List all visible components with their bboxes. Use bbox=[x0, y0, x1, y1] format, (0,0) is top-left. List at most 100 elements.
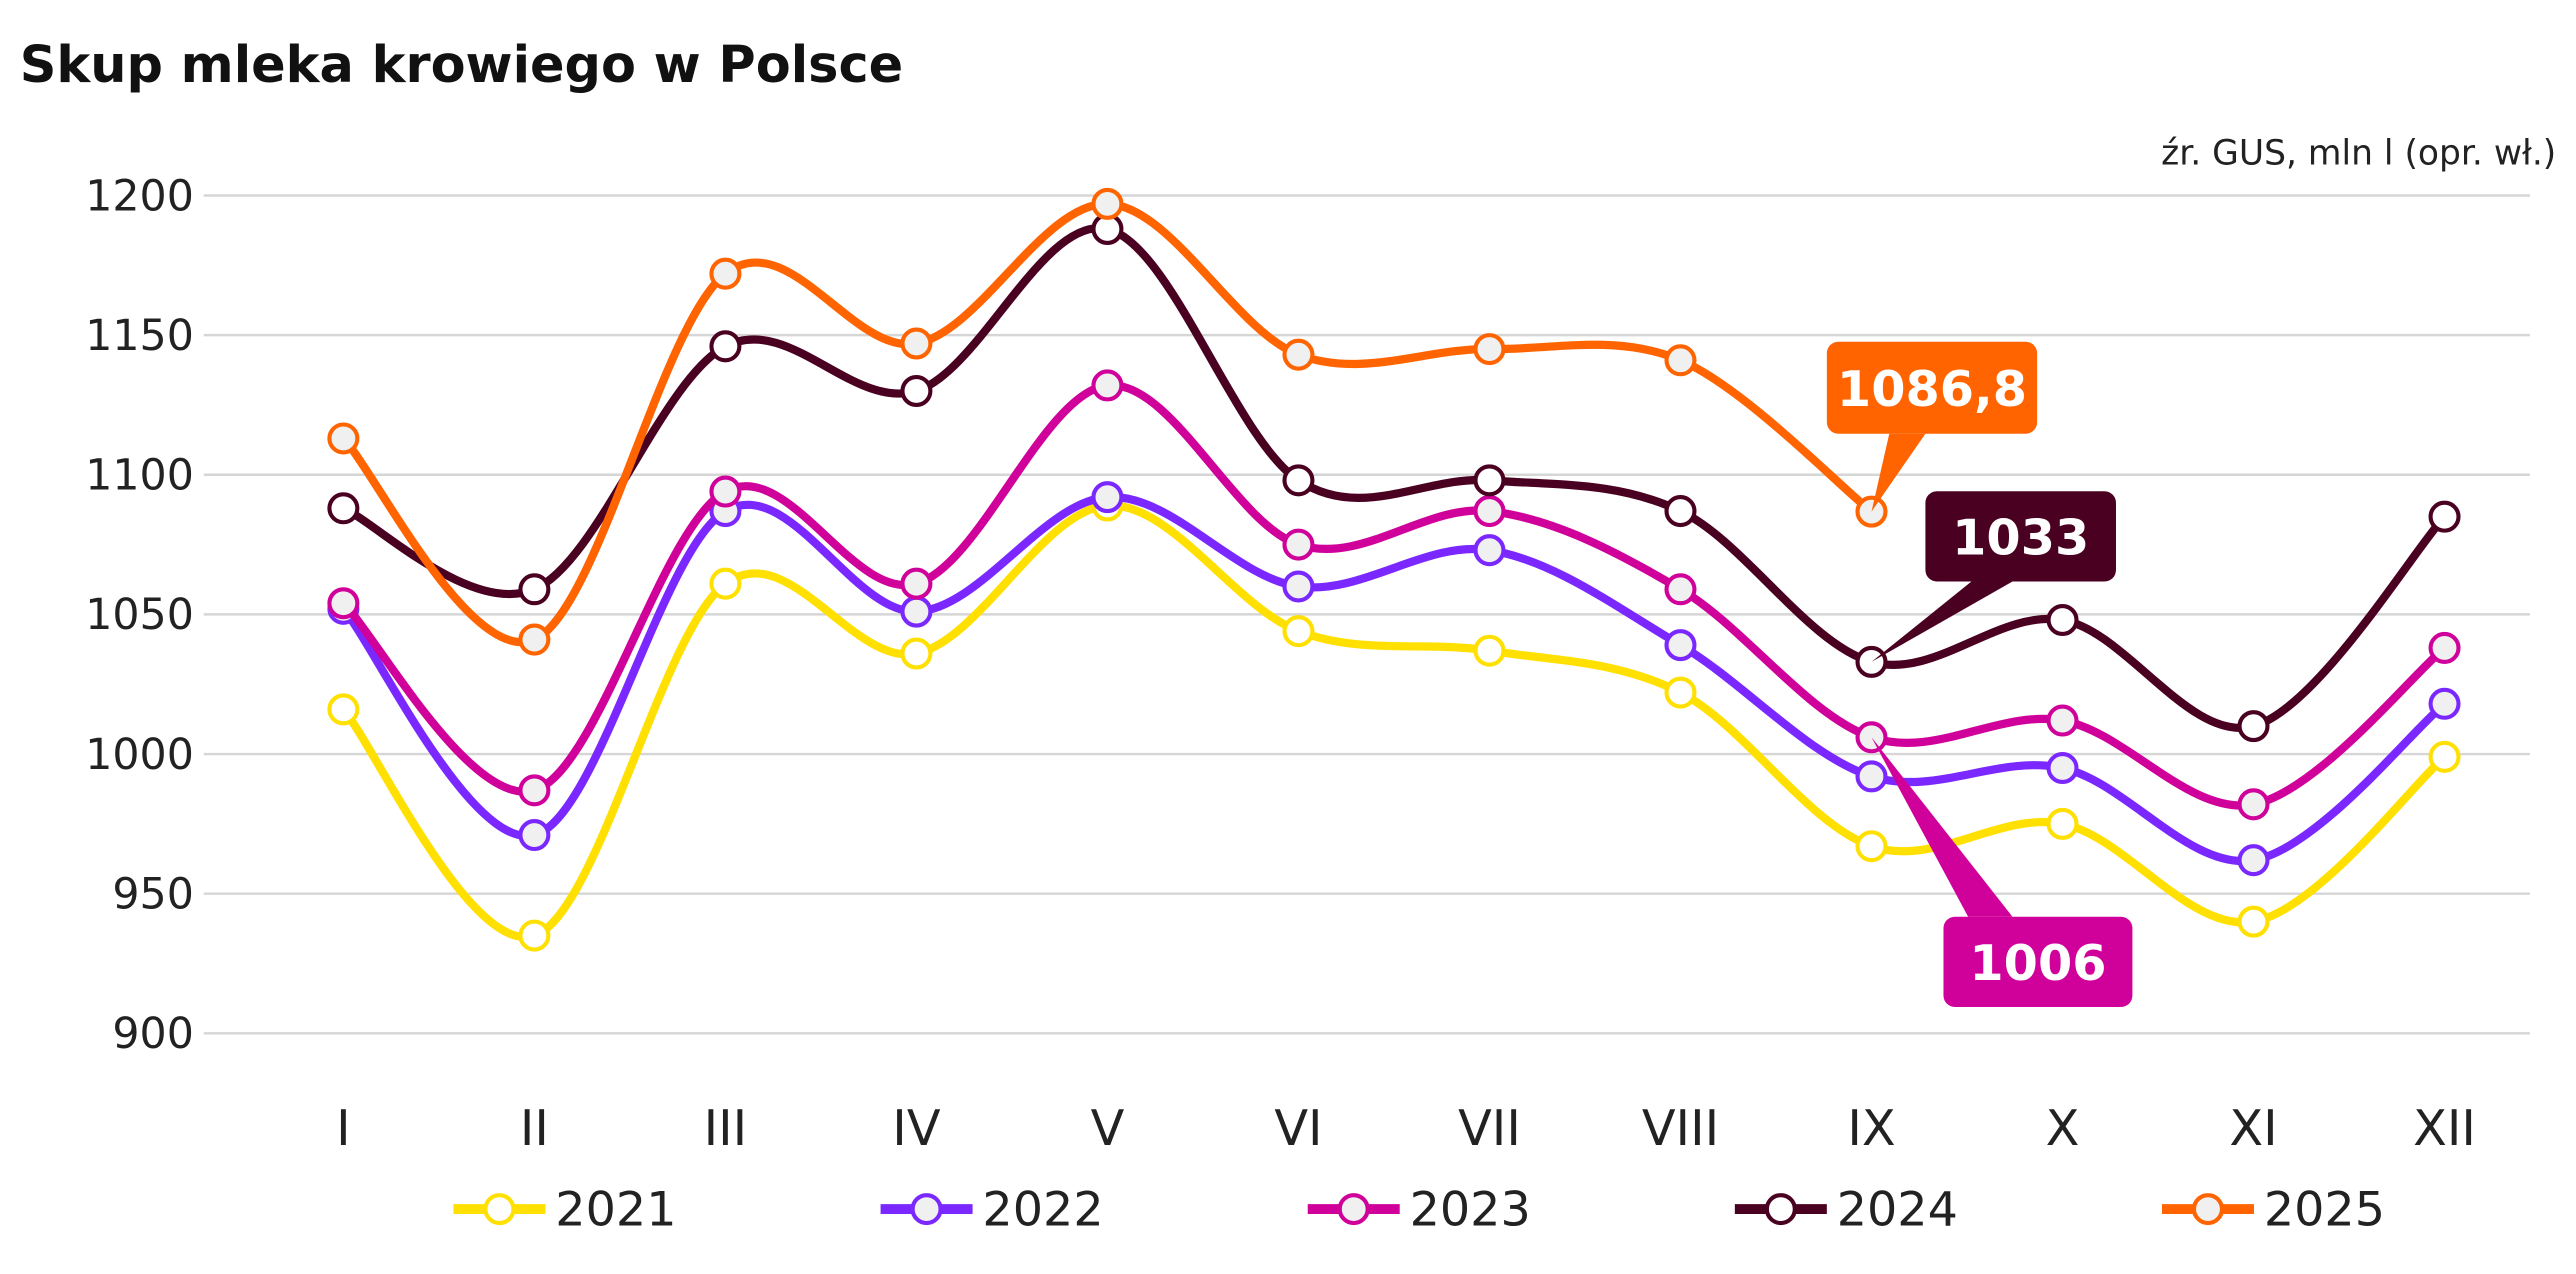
data-point bbox=[327, 587, 360, 620]
data-point bbox=[327, 693, 360, 726]
legend-marker bbox=[1337, 1193, 1370, 1226]
data-point bbox=[1855, 645, 1888, 678]
data-point bbox=[2237, 788, 2270, 821]
y-tick-label: 950 bbox=[112, 869, 194, 919]
legend-item-2024: 2024 bbox=[1734, 1183, 1958, 1238]
series-line bbox=[340, 501, 2448, 942]
callout-2025: 1086,8 bbox=[1826, 341, 2038, 512]
data-point bbox=[1664, 495, 1697, 528]
data-point bbox=[518, 819, 551, 852]
callout-pointer bbox=[1871, 433, 1926, 512]
data-point bbox=[1282, 528, 1315, 561]
legend-marker bbox=[483, 1193, 516, 1226]
data-point bbox=[518, 623, 551, 656]
callout-label: 1033 bbox=[1952, 508, 2089, 566]
data-point bbox=[1091, 187, 1124, 220]
data-point bbox=[2428, 687, 2461, 720]
x-tick-label: VII bbox=[1458, 1099, 1521, 1157]
series-2021 bbox=[327, 489, 2461, 952]
legend-label: 2025 bbox=[2264, 1183, 2385, 1238]
data-point bbox=[900, 595, 933, 628]
x-tick-label: VIII bbox=[1642, 1099, 1719, 1157]
y-tick-label: 900 bbox=[112, 1009, 194, 1059]
legend-item-2023: 2023 bbox=[1307, 1183, 1531, 1238]
legend-label: 2021 bbox=[555, 1183, 676, 1238]
data-point bbox=[518, 919, 551, 952]
x-tick-label: IV bbox=[892, 1099, 941, 1157]
data-point bbox=[327, 492, 360, 525]
x-tick-label: XII bbox=[2413, 1099, 2476, 1157]
legend-label: 2023 bbox=[1410, 1183, 1531, 1238]
data-point bbox=[1282, 615, 1315, 648]
data-point bbox=[1091, 369, 1124, 402]
legend-label: 2022 bbox=[982, 1183, 1103, 1238]
data-point bbox=[2428, 740, 2461, 773]
data-point bbox=[2046, 807, 2079, 840]
data-point bbox=[900, 567, 933, 600]
x-tick-label: III bbox=[704, 1099, 748, 1157]
callout-box bbox=[1943, 916, 2133, 1008]
callout-label: 1086,8 bbox=[1837, 360, 2027, 418]
data-point bbox=[518, 774, 551, 807]
x-tick-label: II bbox=[520, 1099, 549, 1157]
x-tick-label: X bbox=[2046, 1099, 2080, 1157]
data-point bbox=[327, 422, 360, 455]
data-point bbox=[1282, 338, 1315, 371]
x-tick-label: VI bbox=[1274, 1099, 1322, 1157]
data-point bbox=[709, 475, 742, 508]
legend-item-2021: 2021 bbox=[453, 1183, 677, 1238]
callout-2024: 1033 bbox=[1871, 491, 2116, 662]
callout-2023: 1006 bbox=[1871, 737, 2133, 1008]
callout-pointer bbox=[1871, 581, 2013, 662]
data-point bbox=[2237, 905, 2270, 938]
data-point bbox=[900, 327, 933, 360]
callout-pointer bbox=[1871, 737, 2013, 917]
series-2024 bbox=[327, 212, 2461, 743]
data-point bbox=[1664, 629, 1697, 662]
data-point bbox=[2046, 704, 2079, 737]
series-line bbox=[341, 223, 2448, 732]
callout-box bbox=[1925, 491, 2116, 582]
data-point bbox=[1473, 464, 1506, 497]
legend-marker bbox=[910, 1193, 943, 1226]
series-line bbox=[340, 199, 1875, 647]
data-point bbox=[1282, 464, 1315, 497]
legend-marker bbox=[1764, 1193, 1797, 1226]
data-point bbox=[2428, 500, 2461, 533]
data-point bbox=[2046, 751, 2079, 785]
data-point bbox=[1473, 495, 1506, 528]
chart-title: Skup mleka krowiego w Polsce bbox=[20, 36, 903, 95]
legend-item-2025: 2025 bbox=[2161, 1183, 2385, 1238]
data-point bbox=[2046, 603, 2079, 637]
y-tick-label: 1000 bbox=[85, 730, 194, 780]
series-2022 bbox=[327, 481, 2461, 877]
data-point bbox=[2428, 631, 2461, 664]
series-2023 bbox=[327, 369, 2461, 821]
data-point bbox=[709, 567, 742, 600]
x-tick-label: I bbox=[336, 1099, 351, 1157]
data-point bbox=[900, 637, 933, 670]
data-point bbox=[518, 573, 551, 606]
data-point bbox=[2237, 844, 2270, 877]
data-point bbox=[900, 374, 933, 408]
y-tick-label: 1050 bbox=[85, 590, 194, 640]
legend-item-2022: 2022 bbox=[880, 1183, 1104, 1238]
data-point bbox=[709, 330, 742, 363]
legend-marker bbox=[2191, 1193, 2224, 1226]
callout-box bbox=[1826, 341, 2038, 434]
legend-label: 2024 bbox=[1837, 1183, 1958, 1238]
y-tick-label: 1200 bbox=[85, 171, 194, 221]
data-point bbox=[1091, 481, 1124, 514]
x-tick-label: IX bbox=[1847, 1099, 1895, 1157]
data-point bbox=[709, 257, 742, 290]
data-point bbox=[1473, 534, 1506, 567]
data-point bbox=[1855, 830, 1888, 863]
callout-label: 1006 bbox=[1969, 934, 2106, 992]
series-2025 bbox=[327, 187, 1888, 656]
series-line bbox=[340, 492, 2448, 866]
source-note: źr. GUS, mln l (opr. wł.) bbox=[2161, 133, 2556, 173]
series-line bbox=[340, 381, 2448, 810]
y-tick-label: 1150 bbox=[85, 311, 194, 361]
y-tick-label: 1100 bbox=[85, 451, 194, 501]
